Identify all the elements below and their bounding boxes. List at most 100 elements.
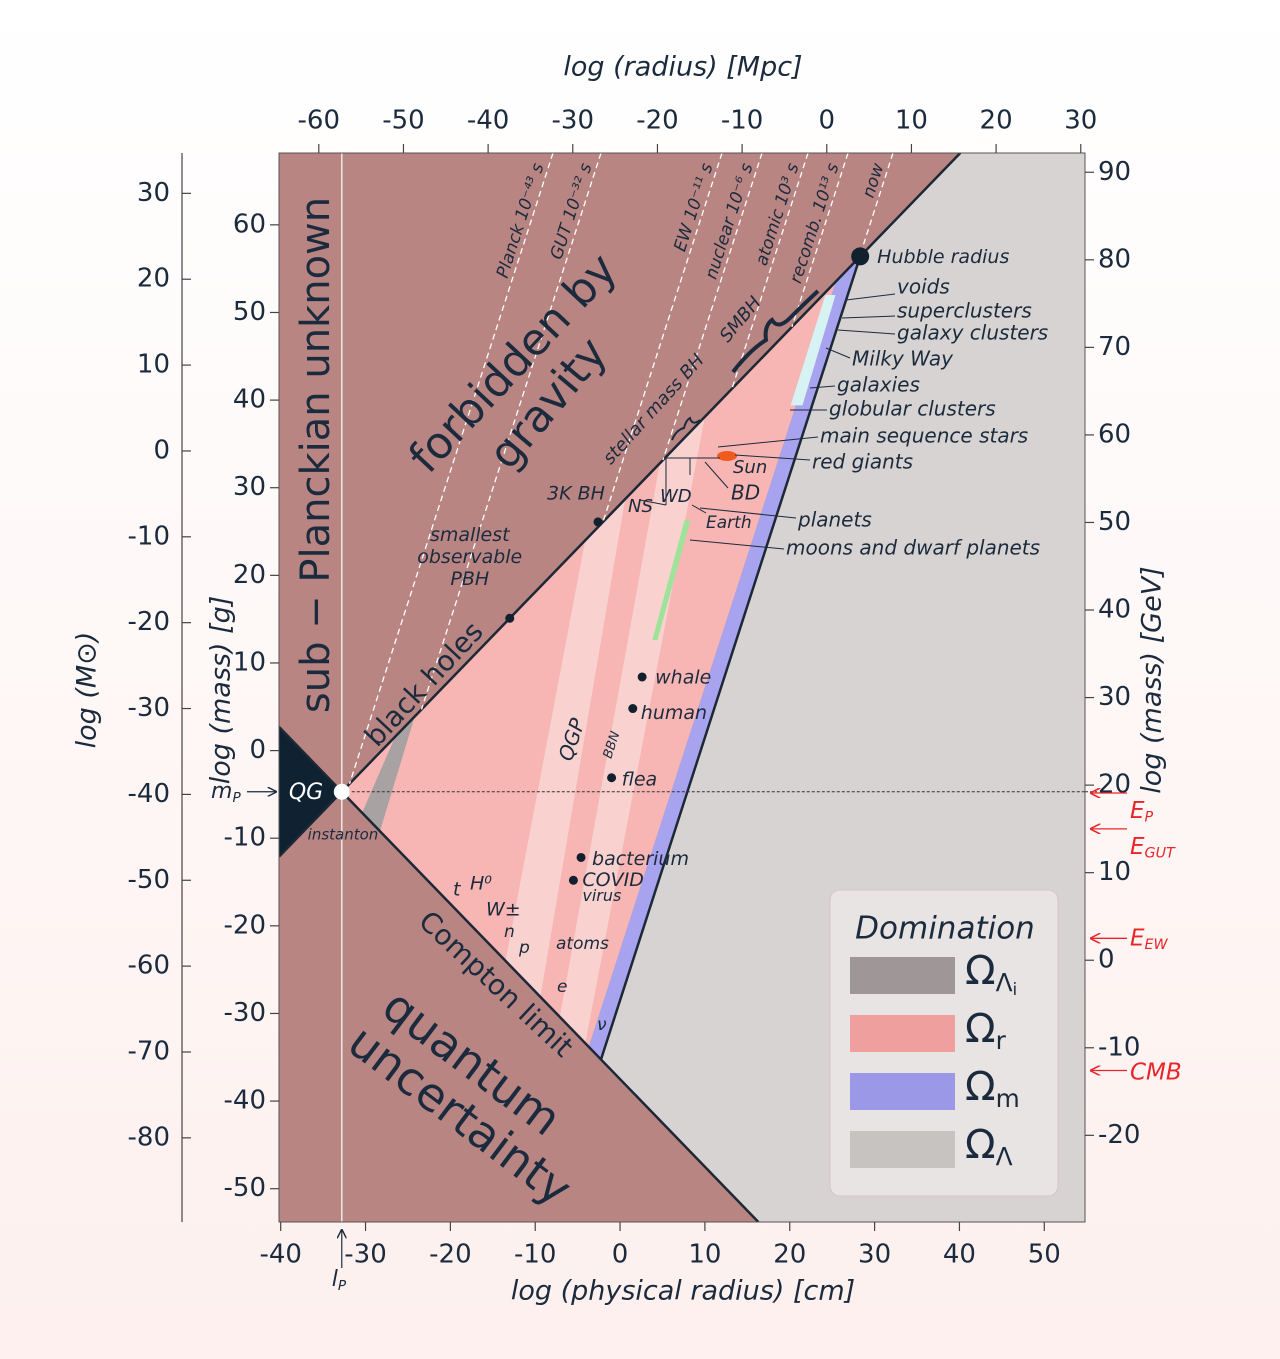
annotation-leader — [689, 539, 785, 550]
boundary-line — [599, 256, 862, 1060]
x2-tick-label: 0 — [819, 106, 836, 136]
x-tick-label: 20 — [773, 1240, 806, 1270]
x-tick-label: -20 — [429, 1240, 471, 1270]
y2-tick-label: 50 — [1098, 507, 1131, 537]
y-tick-label: 10 — [233, 647, 266, 677]
epoch-line — [858, 153, 894, 258]
epoch-line — [731, 153, 809, 390]
annotation: planets — [797, 508, 872, 532]
annotation: H⁰ — [470, 873, 492, 895]
x-tick-label: -30 — [344, 1240, 386, 1270]
y-tick-label: -50 — [224, 1173, 266, 1203]
x2-tick-label: -60 — [298, 106, 340, 136]
epoch-line — [662, 153, 763, 461]
region — [279, 726, 342, 857]
annotation-leader — [841, 315, 896, 319]
annotation: red giants — [812, 450, 913, 474]
annotation: moons and dwarf planets — [786, 536, 1040, 560]
x-tick-label: 40 — [943, 1240, 976, 1270]
y-tick-label: 30 — [233, 472, 266, 502]
object-label: COVID — [582, 869, 643, 891]
planck-length-label-sub: P — [338, 1278, 347, 1294]
object-point — [637, 672, 647, 682]
region — [790, 294, 836, 406]
boundary-line — [279, 153, 962, 858]
legend-swatch — [850, 957, 955, 994]
y3-tick-label: 30 — [137, 178, 170, 208]
legend-label: Ωr — [965, 1006, 1007, 1055]
y2-tick-label: 70 — [1098, 332, 1131, 362]
y2-tick-label: 60 — [1098, 419, 1131, 449]
legend-label-base: Ω — [965, 1064, 996, 1110]
x-tick-label: 50 — [1028, 1240, 1061, 1270]
annotation: W± — [486, 899, 521, 921]
legend-label-base: Ω — [965, 1122, 996, 1168]
object-point — [568, 875, 578, 885]
annotation-leader — [691, 504, 707, 514]
y3-tick-label: -30 — [128, 693, 170, 723]
annotation-leader — [704, 461, 729, 489]
y3-tick-label: -20 — [128, 607, 170, 637]
epoch-line — [602, 153, 723, 523]
x-tick-label: -40 — [259, 1240, 301, 1270]
object-point — [851, 247, 870, 266]
y-tick-label: -20 — [224, 910, 266, 940]
x-tick-label: 10 — [688, 1240, 721, 1270]
y-tick-label: 40 — [233, 385, 266, 415]
annotation: Earth — [706, 513, 752, 533]
annotation: main sequence stars — [820, 424, 1028, 448]
x-axis-title: log (physical radius) [cm] — [511, 1276, 855, 1307]
y2-tick-label: -20 — [1098, 1120, 1140, 1150]
x2-tick-label: -20 — [636, 106, 678, 136]
annotation: p — [518, 938, 530, 958]
annotation-leader — [717, 436, 819, 448]
annotation: e — [557, 977, 567, 997]
energy-label-base: E — [1130, 925, 1145, 951]
plot-frame — [278, 152, 1086, 1223]
legend-label-sub: m — [996, 1084, 1020, 1113]
object-label: bacterium — [592, 848, 689, 870]
y-tick-label: 60 — [233, 209, 266, 239]
y3-tick-label: -50 — [128, 865, 170, 895]
annotation-leader — [845, 293, 896, 301]
legend-label: Ωm — [965, 1064, 1020, 1113]
annotation: Sun — [733, 457, 767, 478]
y2-tick-label: 10 — [1098, 857, 1131, 887]
x2-tick-label: -10 — [721, 106, 763, 136]
y-tick-label: 0 — [249, 735, 266, 765]
annotation: galaxies — [837, 373, 920, 397]
object-label: observable — [417, 546, 522, 568]
ns-wd-bracket — [665, 457, 720, 505]
energy-label-sub: EW — [1145, 937, 1169, 953]
planck-mass-label-base: m — [211, 779, 232, 804]
y3-tick-label: -10 — [128, 521, 170, 551]
object-label: flea — [622, 768, 658, 790]
x-tick-label: 0 — [612, 1240, 629, 1270]
annotation: BD — [731, 481, 760, 505]
object-point — [628, 704, 638, 714]
epoch-line — [348, 153, 554, 784]
epoch-line — [791, 153, 849, 328]
smbh-brace — [731, 289, 820, 374]
annotation-leader — [837, 329, 896, 335]
legend-label: ΩΛ — [965, 1122, 1013, 1171]
legend-label-subsub: i — [1013, 979, 1018, 999]
object-point — [505, 613, 515, 623]
object-label: smallest — [430, 524, 511, 546]
y2-tick-label: 40 — [1098, 595, 1131, 625]
legend-label-base: Ω — [965, 1006, 996, 1052]
object-label: whale — [655, 666, 711, 688]
region — [505, 499, 626, 997]
legend-label-sub: r — [996, 1026, 1007, 1055]
y3-tick-label: 20 — [137, 264, 170, 294]
y-tick-label: -10 — [224, 823, 266, 853]
annotation: atoms — [556, 934, 609, 954]
region-label: QG — [289, 780, 323, 805]
y-tick-label: 20 — [233, 560, 266, 590]
region — [588, 256, 861, 1060]
y2-tick-label: -10 — [1098, 1032, 1140, 1062]
annotation: NS — [628, 496, 653, 517]
y3-tick-label: 10 — [137, 350, 170, 380]
x2-tick-label: 20 — [980, 106, 1013, 136]
annotation: superclusters — [897, 299, 1032, 323]
